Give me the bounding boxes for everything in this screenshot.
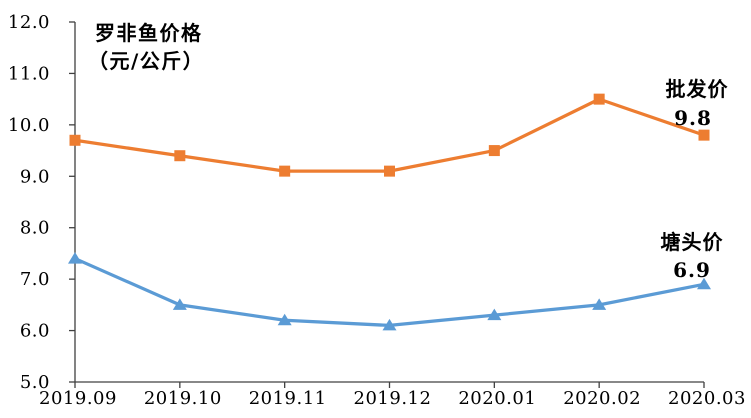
data-point-marker-pondhead xyxy=(382,318,397,331)
text-labels: 罗非鱼价格 （元/公斤） 批发价 9.8 塘头价 6.9 xyxy=(88,21,729,282)
series-value-wholesale: 9.8 xyxy=(674,106,712,130)
y-tick-label: 8.0 xyxy=(20,218,50,239)
x-tick-label: 2019.09 xyxy=(39,388,117,409)
y-tick-label: 12.0 xyxy=(8,12,50,33)
x-tick-label: 2020.03 xyxy=(668,388,746,409)
data-point-marker-pondhead xyxy=(592,298,607,310)
data-point-marker-wholesale xyxy=(279,165,291,177)
y-tick-label: 9.0 xyxy=(20,166,50,187)
data-point-marker-wholesale xyxy=(488,145,500,157)
series-line-pondhead xyxy=(73,256,706,328)
data-point-marker-pondhead xyxy=(487,308,502,321)
y-tick-label: 6.0 xyxy=(20,321,50,342)
x-tick-label: 2019.12 xyxy=(354,388,432,409)
chart-title-line2: （元/公斤） xyxy=(88,49,204,73)
series-line-wholesale xyxy=(73,97,706,173)
chart-title-line1: 罗非鱼价格 xyxy=(95,21,203,45)
series-label-pondhead: 塘头价 xyxy=(661,230,724,254)
x-tick-label: 2019.11 xyxy=(249,388,327,409)
y-tick-label: 11.0 xyxy=(8,63,50,84)
data-point-marker-pondhead xyxy=(172,298,187,310)
y-tick-label: 7.0 xyxy=(20,269,50,290)
data-point-marker-pondhead xyxy=(697,277,711,290)
series-label-wholesale: 批发价 xyxy=(666,77,729,101)
y-tick-label: 10.0 xyxy=(8,115,50,136)
series-value-pondhead: 6.9 xyxy=(673,258,711,282)
x-tick-label: 2020.01 xyxy=(458,388,536,409)
data-point-marker-wholesale xyxy=(698,129,710,141)
data-point-marker-pondhead xyxy=(68,252,82,264)
x-tick-label: 2019.10 xyxy=(144,388,222,409)
y-tick-label: 5.0 xyxy=(20,372,50,393)
data-series xyxy=(68,93,711,331)
x-tick-label: 2020.02 xyxy=(563,388,641,409)
data-point-marker-wholesale xyxy=(174,150,186,162)
data-point-marker-wholesale xyxy=(384,165,395,177)
data-point-marker-wholesale xyxy=(593,93,605,105)
data-point-marker-wholesale xyxy=(69,134,81,146)
data-point-marker-pondhead xyxy=(277,313,292,326)
